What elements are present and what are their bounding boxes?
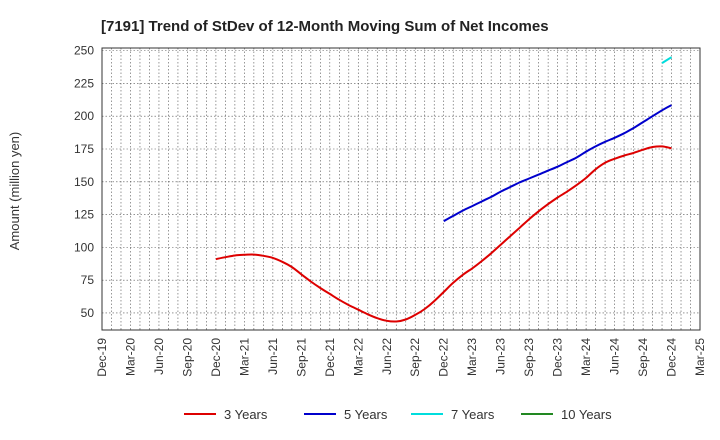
grid [101, 48, 701, 330]
x-tick-label: Sep-23 [522, 338, 536, 377]
x-tick-label: Jun-23 [494, 338, 508, 375]
x-tick-label: Dec-22 [437, 338, 451, 377]
chart-title: [7191] Trend of StDev of 12-Month Moving… [101, 18, 549, 35]
y-axis: 50 75 100 125 150 175 200 225 250 [74, 44, 94, 320]
series-line-7-years [661, 56, 673, 64]
x-tick-label: Mar-23 [465, 338, 479, 376]
legend-label-7-years: 7 Years [451, 407, 495, 422]
y-tick-label: 250 [74, 44, 94, 58]
x-tick-label: Mar-21 [237, 338, 251, 376]
x-tick-label: Sep-22 [408, 338, 422, 377]
x-tick-label: Dec-20 [209, 338, 223, 377]
x-tick-label: Dec-21 [323, 338, 337, 377]
y-tick-label: 50 [81, 306, 95, 320]
x-axis: Dec-19 Mar-20 Jun-20 Sep-20 Dec-20 Mar-21 Jun-… [95, 338, 707, 377]
y-tick-label: 175 [74, 142, 94, 156]
x-tick-label: Jun-24 [608, 338, 622, 375]
legend-label-3-years: 3 Years [224, 407, 268, 422]
plot-frame [101, 47, 701, 331]
x-tick-label: Sep-24 [636, 338, 650, 377]
x-tick-label: Jun-20 [152, 338, 166, 375]
x-tick-label: Dec-23 [551, 338, 565, 377]
legend-label-5-years: 5 Years [344, 407, 388, 422]
x-tick-label: Sep-20 [180, 338, 194, 377]
y-tick-label: 100 [74, 240, 94, 254]
y-tick-label: 150 [74, 175, 94, 189]
x-tick-label: Jun-21 [266, 338, 280, 375]
x-tick-label: Mar-22 [351, 338, 365, 376]
x-tick-label: Dec-19 [95, 338, 109, 377]
y-axis-label: Amount (million yen) [7, 132, 22, 251]
series-layer [215, 56, 673, 323]
series-line-3-years [215, 145, 672, 323]
x-tick-label: Dec-24 [665, 338, 679, 377]
y-tick-label: 75 [81, 273, 95, 287]
y-tick-label: 200 [74, 109, 94, 123]
y-tick-label: 125 [74, 208, 94, 222]
y-tick-label: 225 [74, 76, 94, 90]
x-tick-label: Jun-22 [380, 338, 394, 375]
series-line-5-years [443, 104, 672, 222]
x-tick-label: Mar-24 [579, 338, 593, 376]
legend: 3 Years 5 Years 7 Years 10 Years [184, 407, 612, 422]
legend-label-10-years: 10 Years [561, 407, 612, 422]
x-tick-label: Mar-20 [123, 338, 137, 376]
x-tick-label: Sep-21 [294, 338, 308, 377]
x-tick-label: Mar-25 [693, 338, 707, 376]
